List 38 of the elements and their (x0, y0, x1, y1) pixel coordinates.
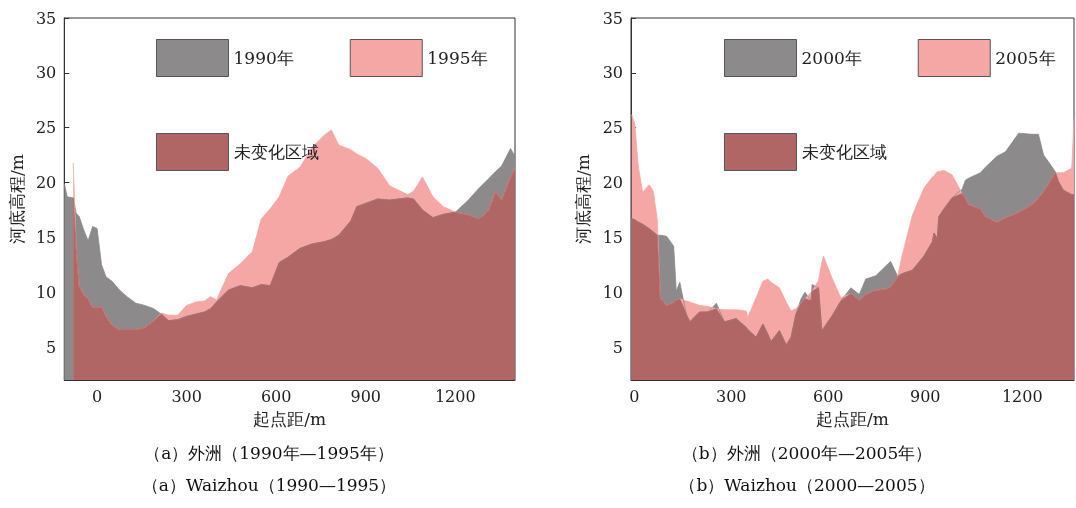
y-tick-label: 25 (35, 118, 57, 138)
x-tick-label: 300 (715, 386, 747, 406)
x-tick-label: 0 (92, 386, 103, 406)
y-tick-label: 5 (46, 337, 57, 357)
y-axis-title: 河底高程/m (6, 154, 27, 244)
legend-label: 1990年 (233, 48, 294, 68)
x-tick-label: 1200 (434, 386, 476, 406)
y-tick-label: 30 (35, 63, 57, 83)
y-tick-label: 30 (602, 63, 623, 83)
legend-label: 2005年 (995, 48, 1056, 68)
text: （a）外洲（1990年—1995年） (144, 442, 394, 463)
legend-label: 未变化区域 (801, 142, 887, 162)
y-tick-label: 15 (35, 227, 57, 247)
y-tick-label: 25 (602, 118, 623, 138)
y-tick-label: 20 (35, 173, 57, 193)
legend-label: 未变化区域 (233, 142, 319, 162)
text: （b）Waizhou（2000—2005） (679, 474, 935, 495)
text: （a）Waizhou（1990—1995） (141, 474, 397, 495)
x-tick-label: 900 (909, 386, 941, 406)
x-tick-label: 0 (629, 386, 640, 406)
text: （b）外洲（2000年—2005年） (681, 442, 933, 463)
legend-label: 1995年 (427, 48, 488, 68)
x-tick-label: 300 (171, 386, 202, 406)
x-tick-label: 600 (812, 386, 844, 406)
y-axis-title: 河底高程/m (573, 154, 594, 244)
x-tick-label: 900 (350, 386, 382, 406)
legend-label: 2000年 (801, 48, 862, 68)
y-tick-label: 35 (35, 8, 57, 28)
x-axis-title: 起点距/m (816, 408, 889, 429)
x-axis-title: 起点距/m (253, 408, 327, 429)
x-tick-label: 600 (260, 386, 292, 406)
x-tick-label: 1200 (1001, 386, 1043, 406)
y-tick-label: 20 (602, 173, 623, 193)
y-tick-label: 15 (602, 227, 623, 247)
y-tick-label: 35 (602, 8, 623, 28)
y-tick-label: 10 (35, 282, 57, 302)
y-tick-label: 10 (602, 282, 623, 302)
y-tick-label: 5 (612, 337, 623, 357)
